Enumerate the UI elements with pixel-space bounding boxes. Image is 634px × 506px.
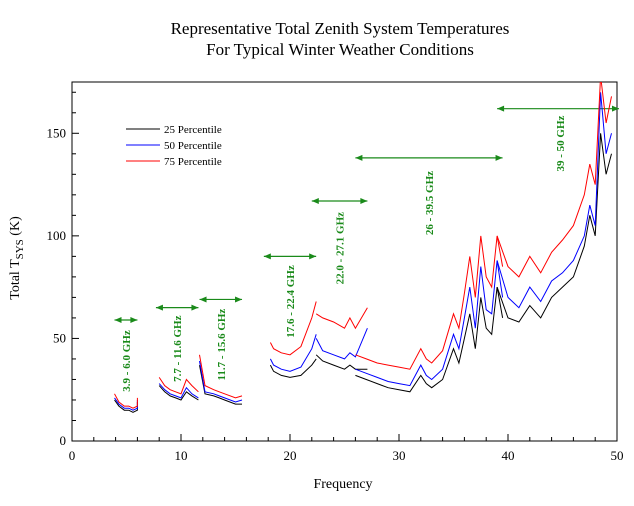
- y-tick-label: 100: [47, 228, 67, 243]
- series-line-3-segment-6: [355, 235, 504, 370]
- band-label: 17.6 - 22.4 GHz: [285, 265, 297, 338]
- band-label: 11.7 - 15.6 GHz: [216, 309, 228, 381]
- x-tick-label: 0: [69, 448, 76, 463]
- series-line-1-segment-2: [158, 385, 199, 401]
- chart-title-line-2: For Typical Winter Weather Conditions: [206, 40, 474, 59]
- series-line-1-segment-1: [114, 399, 138, 413]
- series-line-3-segment-3: [199, 354, 243, 399]
- band-arrow-left-head: [355, 154, 363, 161]
- series-line-1-segment-6: [355, 287, 504, 393]
- series-line-1-segment-5: [315, 354, 368, 370]
- band-arrow-right-head: [495, 154, 503, 161]
- series-line-3-segment-1: [114, 393, 138, 409]
- band-label: 3.9 - 6.0 GHz: [121, 330, 133, 392]
- x-tick-label: 20: [284, 448, 297, 463]
- chart-title-line-1: Representative Total Zenith System Tempe…: [171, 19, 510, 38]
- band-arrow-right-head: [191, 304, 199, 311]
- plot-area: [71, 81, 618, 442]
- band-arrow-left-head: [199, 296, 207, 303]
- y-tick-label: 150: [47, 125, 67, 140]
- series-line-3-segment-2: [158, 377, 199, 395]
- series-line-2-segment-6: [355, 260, 504, 387]
- plot-frame: [71, 81, 618, 442]
- band-label: 39 - 50 GHz: [555, 115, 567, 171]
- band-3: 11.7 - 15.6 GHz: [199, 296, 243, 381]
- x-axis-label: Frequency: [313, 477, 372, 492]
- x-tick-label: 40: [502, 448, 515, 463]
- y-axis-label: Total TSYS (K): [8, 216, 26, 300]
- band-arrow-right-head: [309, 253, 317, 260]
- axes: 0 10 20 30 40 50 0 50 100 150: [47, 91, 624, 463]
- series-line-1-segment-3: [199, 365, 242, 405]
- series-line-3-segment-5: [315, 307, 368, 330]
- band-label: 26 - 39.5 GHz: [424, 171, 436, 235]
- series-lines: [114, 82, 612, 413]
- y-axis-label-sub: SYS: [14, 239, 26, 259]
- band-arrow-right-head: [130, 316, 138, 323]
- band-arrow-left-head: [263, 253, 271, 260]
- band-label: 22.0 - 27.1 GHz: [335, 212, 347, 285]
- band-arrow-right-head: [360, 197, 368, 204]
- band-1: 3.9 - 6.0 GHz: [114, 316, 138, 392]
- series-line-3-segment-4: [269, 301, 317, 356]
- band-label: 7.7 - 11.6 GHz: [172, 315, 184, 381]
- series-line-2-segment-1: [114, 397, 138, 411]
- band-arrow-right-head: [235, 296, 243, 303]
- y-tick-label: 50: [53, 330, 66, 345]
- band-5: 22.0 - 27.1 GHz: [311, 197, 368, 285]
- x-tick-label: 10: [175, 448, 188, 463]
- band-arrow-left-head: [114, 316, 122, 323]
- frequency-bands: 3.9 - 6.0 GHz 7.7 - 11.6 GHz 11.7 - 15.6 G…: [114, 105, 619, 392]
- band-4: 17.6 - 22.4 GHz: [263, 253, 317, 338]
- band-arrow-left-head: [155, 304, 163, 311]
- y-tick-label: 0: [60, 433, 67, 448]
- series-line-2-segment-5: [315, 328, 368, 360]
- legend-label-2: 50 Percentile: [164, 140, 222, 152]
- series-line-2-segment-4: [269, 334, 317, 372]
- series-line-1-segment-4: [269, 358, 317, 378]
- series-line-2-segment-2: [158, 383, 199, 399]
- x-tick-label: 50: [611, 448, 624, 463]
- y-axis-label-main: Total T: [8, 259, 23, 300]
- legend: 25 Percentile 50 Percentile 75 Percentile: [126, 124, 222, 168]
- band-2: 7.7 - 11.6 GHz: [155, 304, 199, 382]
- band-arrow-left-head: [311, 197, 319, 204]
- series-line-1-segment-7: [496, 133, 612, 323]
- series-line-3-segment-7: [496, 82, 612, 278]
- legend-label-1: 25 Percentile: [164, 124, 222, 136]
- band-arrow-right-head: [612, 105, 619, 112]
- series-line-2-segment-3: [199, 360, 243, 403]
- band-arrow-left-head: [497, 105, 505, 112]
- legend-label-3: 75 Percentile: [164, 156, 222, 168]
- series-line-2-segment-7: [496, 92, 612, 309]
- y-axis-label-unit: (K): [8, 216, 23, 239]
- band-6: 26 - 39.5 GHz: [355, 154, 503, 235]
- x-tick-label: 30: [393, 448, 406, 463]
